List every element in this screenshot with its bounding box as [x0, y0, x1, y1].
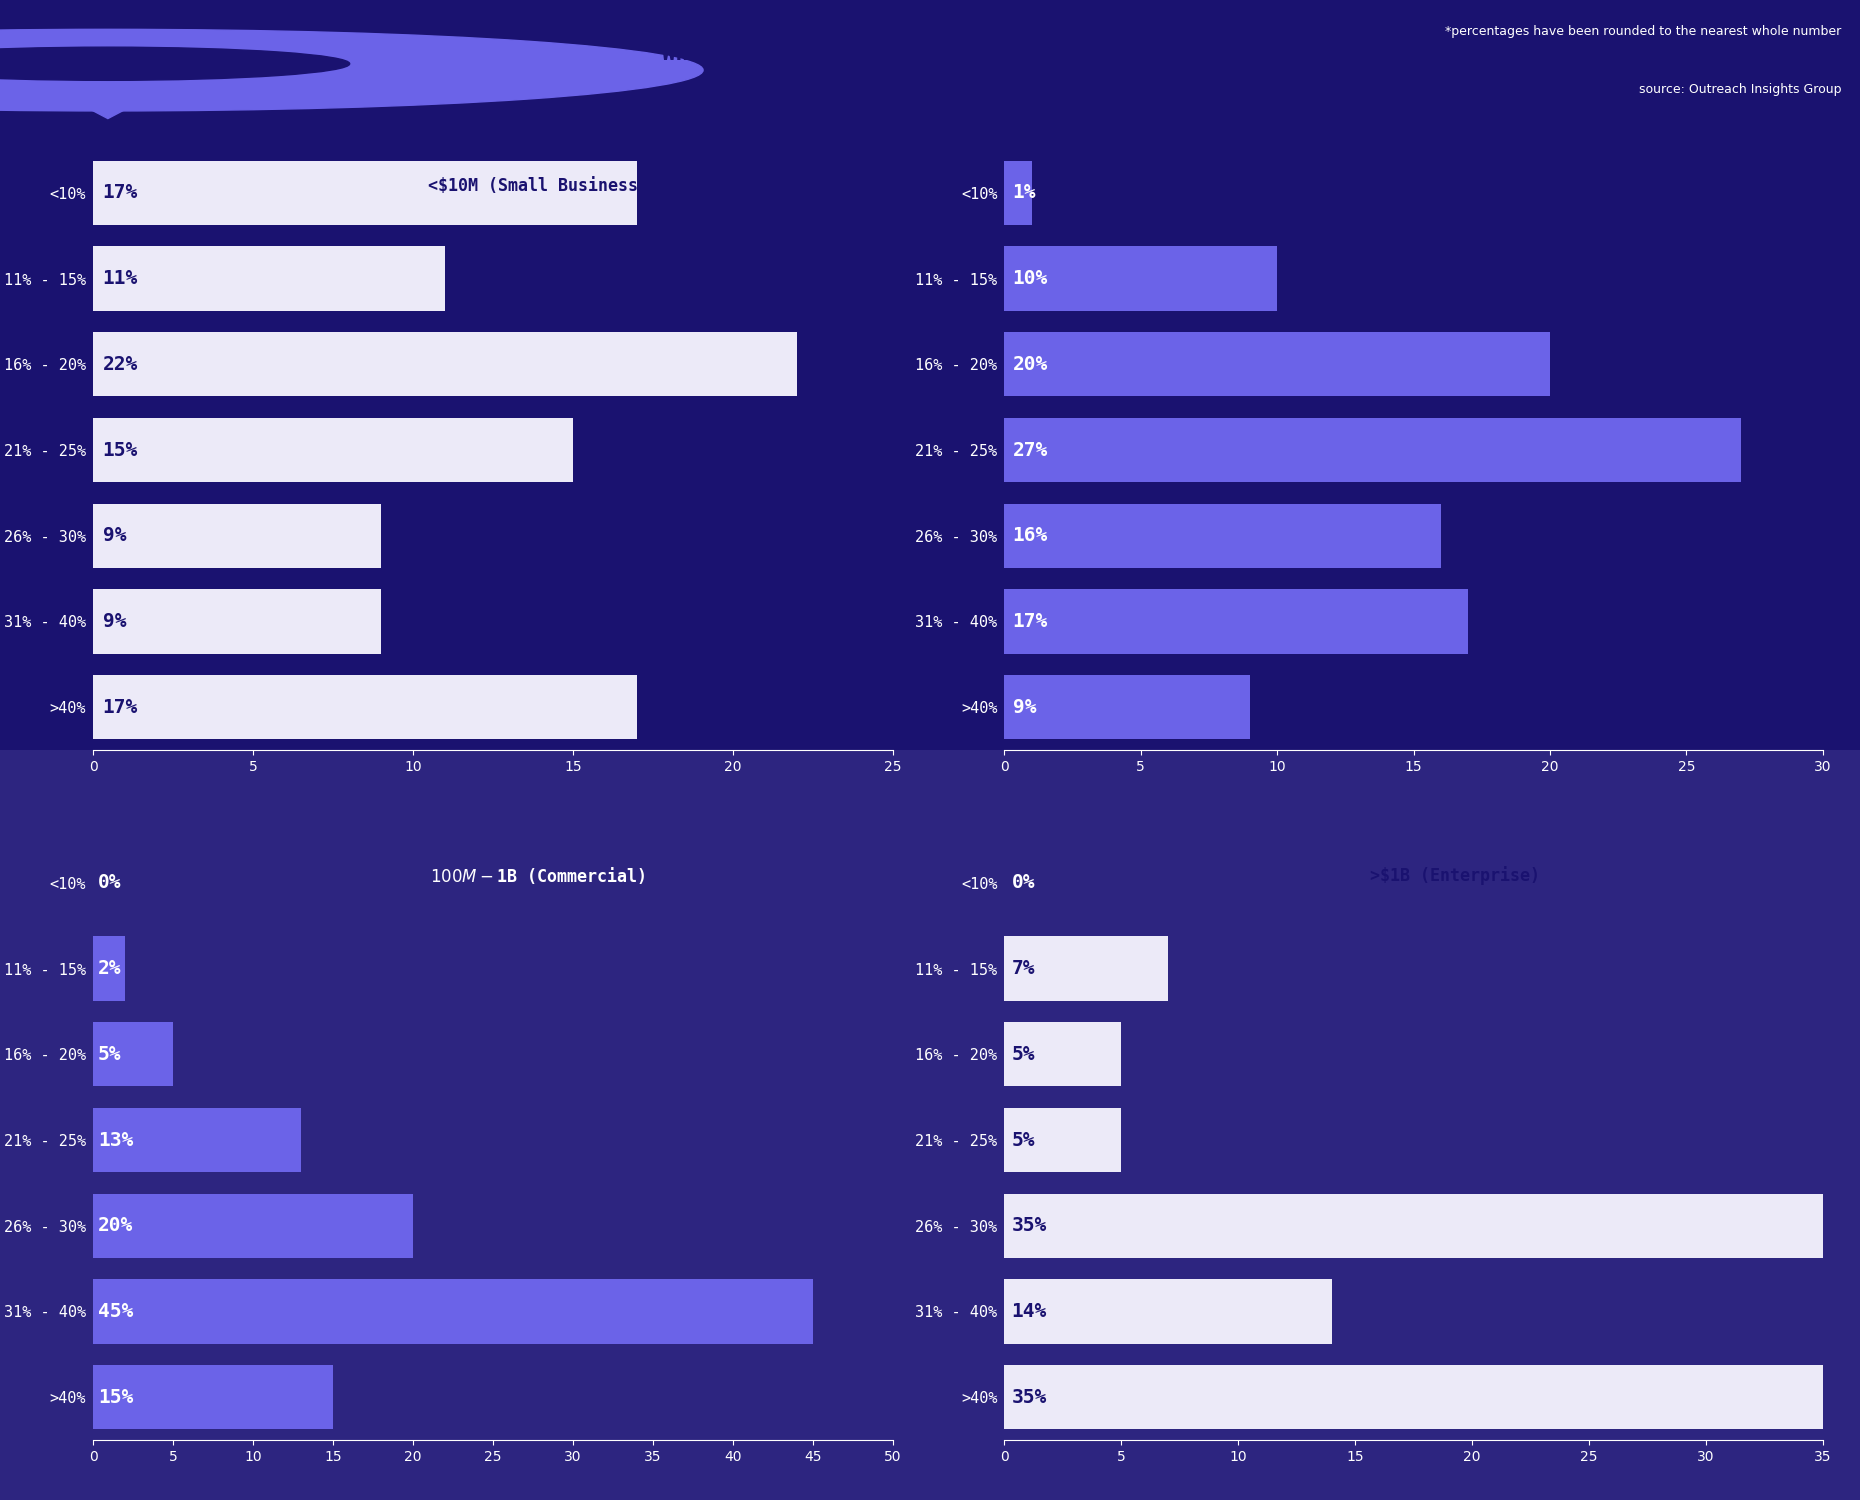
Text: 9%: 9% [102, 612, 126, 632]
Circle shape [0, 30, 703, 111]
Text: 9%: 9% [1012, 698, 1036, 717]
Text: $100M - $1B (Commercial): $100M - $1B (Commercial) [430, 865, 645, 886]
Text: 1%: 1% [1012, 183, 1036, 203]
Bar [1004, 1280, 1332, 1344]
Text: 10%: 10% [1012, 268, 1047, 288]
Text: 17%: 17% [102, 698, 138, 717]
Text: 27%: 27% [1012, 441, 1047, 459]
Bar [93, 1194, 413, 1258]
Text: >$1B (Enterprise): >$1B (Enterprise) [1369, 867, 1540, 885]
Text: 2%: 2% [99, 958, 121, 978]
Text: 9%: 9% [102, 526, 126, 544]
Text: 0%: 0% [99, 873, 121, 892]
Bar [93, 332, 796, 396]
Bar [1004, 1365, 1823, 1430]
Text: 22%: 22% [102, 356, 138, 374]
Text: 20%: 20% [1012, 356, 1047, 374]
Bar [93, 419, 573, 482]
Text: *percentages have been rounded to the nearest whole number: *percentages have been rounded to the ne… [1445, 26, 1841, 39]
Text: 7%: 7% [1012, 958, 1034, 978]
Bar [1004, 1194, 1823, 1258]
Text: 2024: 2024 [363, 48, 487, 92]
Bar [93, 160, 636, 225]
Text: <$10M (Small Business): <$10M (Small Business) [428, 177, 647, 195]
Bar [1004, 419, 1741, 482]
Text: 17%: 17% [1012, 612, 1047, 632]
Text: 5%: 5% [99, 1046, 121, 1064]
Bar [93, 1108, 301, 1172]
Text: 20%: 20% [99, 1216, 134, 1234]
Bar [1004, 246, 1278, 310]
Text: 17%: 17% [102, 183, 138, 203]
Bar [93, 1365, 333, 1430]
Text: 16%: 16% [1012, 526, 1047, 544]
Text: 14%: 14% [1012, 1302, 1047, 1322]
Text: 0%: 0% [1012, 873, 1034, 892]
Bar [1004, 1022, 1122, 1086]
Bar [93, 590, 381, 654]
Text: 35%: 35% [1012, 1216, 1047, 1234]
Text: 13%: 13% [99, 1131, 134, 1149]
Text: SALES: SALES [195, 48, 353, 92]
Bar [1004, 332, 1549, 396]
Bar [93, 246, 445, 310]
Text: 15%: 15% [102, 441, 138, 459]
Text: source: Outreach Insights Group: source: Outreach Insights Group [1639, 82, 1841, 96]
Text: $10M - $100M (Mid-Market): $10M - $100M (Mid-Market) [1343, 176, 1566, 196]
Bar [1004, 160, 1032, 225]
Bar [93, 504, 381, 568]
Text: What is the opportunity win rate in your
company's primary segment?: What is the opportunity win rate in your… [662, 42, 1198, 96]
Bar [93, 675, 636, 740]
Bar [1004, 590, 1468, 654]
Circle shape [0, 46, 350, 81]
Bar [1004, 504, 1442, 568]
Bar [93, 936, 125, 1000]
Text: 11%: 11% [102, 268, 138, 288]
Text: 45%: 45% [99, 1302, 134, 1322]
Bar [93, 1280, 813, 1344]
Text: 35%: 35% [1012, 1388, 1047, 1407]
Bar [1004, 1108, 1122, 1172]
Bar [93, 1022, 173, 1086]
Polygon shape [52, 90, 164, 118]
Text: 5%: 5% [1012, 1131, 1034, 1149]
Text: 5%: 5% [1012, 1046, 1034, 1064]
Text: 15%: 15% [99, 1388, 134, 1407]
Bar [1004, 936, 1168, 1000]
Bar [1004, 675, 1250, 740]
